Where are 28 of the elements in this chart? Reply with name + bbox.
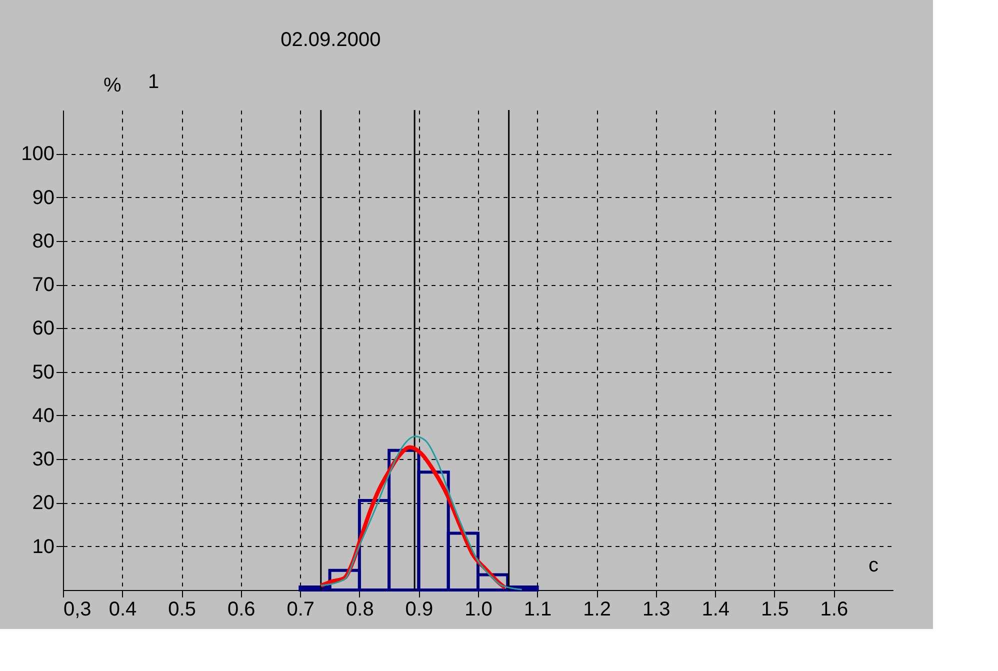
y-tick-label: 10	[32, 536, 54, 558]
chart-title: 02.09.2000	[280, 29, 381, 51]
x-tick-label: 0,3	[64, 598, 92, 620]
x-axis-title: c	[868, 554, 878, 576]
y-axis-title: %	[104, 74, 122, 96]
y-tick-label: 30	[32, 448, 54, 471]
y-tick-label: 90	[32, 186, 54, 209]
y-tick-label: 70	[32, 274, 54, 296]
x-tick-label: 1.6	[820, 598, 848, 620]
y-tick-label: 80	[32, 230, 54, 252]
y-tick-label: 20	[32, 492, 54, 514]
x-tick-label: 1.1	[524, 598, 552, 620]
y-tick-label: 40	[32, 404, 54, 427]
y-tick-label: 50	[32, 361, 54, 384]
x-tick-label: 0.6	[227, 598, 256, 620]
x-tick-label: 0.5	[168, 598, 196, 620]
x-tick-label: 0.4	[108, 598, 137, 620]
x-tick-label: 1.4	[702, 598, 730, 620]
text: 1	[148, 71, 160, 93]
x-tick-label: 1.3	[642, 598, 670, 620]
x-tick-label: 1.0	[464, 598, 492, 620]
x-tick-label: 1.5	[761, 598, 789, 620]
y-tick-label: 100	[21, 143, 54, 166]
x-tick-label: 1.2	[583, 598, 611, 620]
y-tick-label: 60	[32, 318, 54, 340]
x-tick-label: 0.8	[346, 598, 374, 620]
x-tick-label: 0.9	[405, 598, 434, 620]
x-tick-label: 0.7	[286, 598, 315, 620]
